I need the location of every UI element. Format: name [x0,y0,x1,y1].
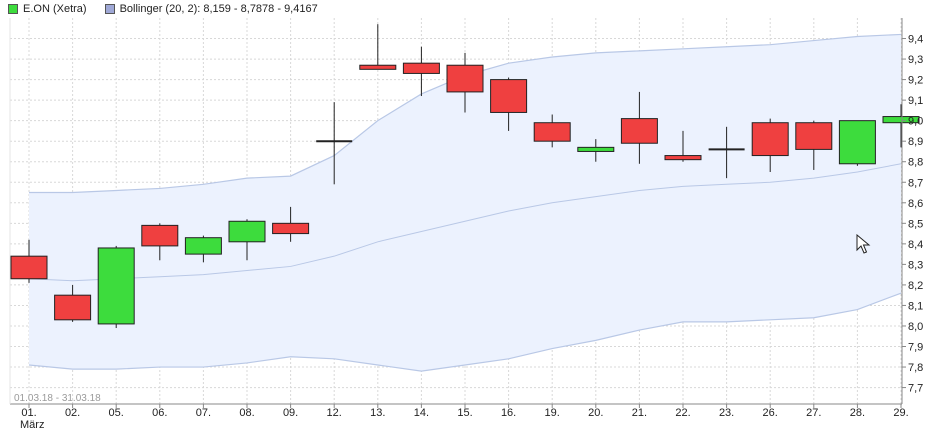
candle-body [882,116,920,124]
y-tick-label: 8,0 [908,321,923,333]
y-tick-label: 9,3 [908,54,923,66]
legend-label-bollinger: Bollinger (20, 2): 8,159 - 8,7878 - 9,41… [119,3,318,15]
y-tick-label: 8,2 [908,280,923,292]
y-tick-label: 8,8 [908,157,923,169]
x-tick-label: 13. [370,407,385,419]
legend-item-bollinger[interactable]: Bollinger (20, 2): 8,159 - 8,7878 - 9,41… [104,3,318,15]
y-tick-label: 8,6 [908,198,923,210]
candle-body [490,79,528,113]
chart-axes: 7,7 7,8 7,9 8,0 8,1 8,2 8,3 8,4 8,5 8,6 8,7 8,8 8,9 9… [9,18,923,419]
x-tick-label: 02. [65,407,80,419]
candle-body [141,224,179,247]
y-tick-label: 9,0 [908,116,923,128]
candle-body [272,222,310,235]
y-tick-label: 7,9 [908,342,923,354]
y-tick-label: 7,8 [908,362,923,374]
x-tick-label: 06. [152,407,167,419]
candle-body [795,122,833,150]
bollinger-band-fill [29,34,901,372]
candle-body [54,294,92,321]
x-tick-label: 09. [283,407,298,419]
y-tick-label: 7,7 [908,383,923,395]
x-tick-label: 07. [196,407,211,419]
candle-body [184,237,222,255]
x-tick-label: 28. [850,407,865,419]
candle-body [838,120,876,165]
y-tick-label: 9,1 [908,95,923,107]
candle-body [533,122,571,142]
x-tick-label: 20. [588,407,603,419]
candle-body [402,62,440,74]
x-tick-label: 22. [675,407,690,419]
x-tick-label: 14. [414,407,429,419]
legend-swatch-eon [8,4,18,14]
y-tick-label: 8,5 [908,218,923,230]
y-tick-label: 8,4 [908,239,923,251]
legend-label-eon: E.ON (Xetra) [23,3,87,15]
candle-body [664,155,702,161]
x-tick-label: 21. [632,407,647,419]
candle-body [228,220,266,243]
candle-body [10,255,48,280]
x-tick-label: 29. [893,407,908,419]
x-tick-label: 16. [501,407,516,419]
candle-body [359,64,397,70]
y-tick-label: 8,3 [908,259,923,271]
bollinger-middle-line [28,163,902,282]
x-tick-label: 19. [545,407,560,419]
bollinger-lower-line [28,292,902,372]
y-tick-label: 9,4 [908,34,923,46]
x-tick-label: 23. [719,407,734,419]
x-tick-label: 15. [457,407,472,419]
mouse-pointer-icon [856,234,871,254]
chart-legend: E.ON (Xetra) Bollinger (20, 2): 8,159 - … [0,0,328,18]
legend-swatch-bollinger [104,4,115,14]
x-tick-label: 12. [327,407,342,419]
y-tick-label: 8,7 [908,177,923,189]
x-tick-label: 05. [109,407,124,419]
date-range-label: 01.03.18 - 31.03.18 [14,393,101,404]
legend-item-eon[interactable]: E.ON (Xetra) [8,3,87,15]
candle-body [97,247,135,325]
y-tick-label: 8,9 [908,136,923,148]
month-label: März [20,419,44,431]
y-tick-label: 9,2 [908,75,923,87]
x-tick-label: 08. [239,407,254,419]
y-tick-label: 8,1 [908,300,923,312]
candle-body [620,118,658,144]
candle-body [577,146,615,152]
x-tick-label: 01. [21,407,36,419]
candle-body [446,64,484,93]
candles [10,24,920,329]
x-tick-label: 27. [806,407,821,419]
candle-body [751,122,789,157]
x-tick-label: 26. [763,407,778,419]
